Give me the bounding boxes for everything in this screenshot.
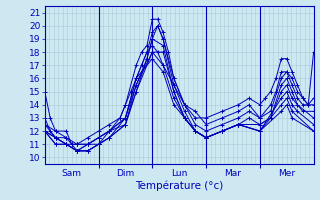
X-axis label: Température (°c): Température (°c) xyxy=(135,181,223,191)
